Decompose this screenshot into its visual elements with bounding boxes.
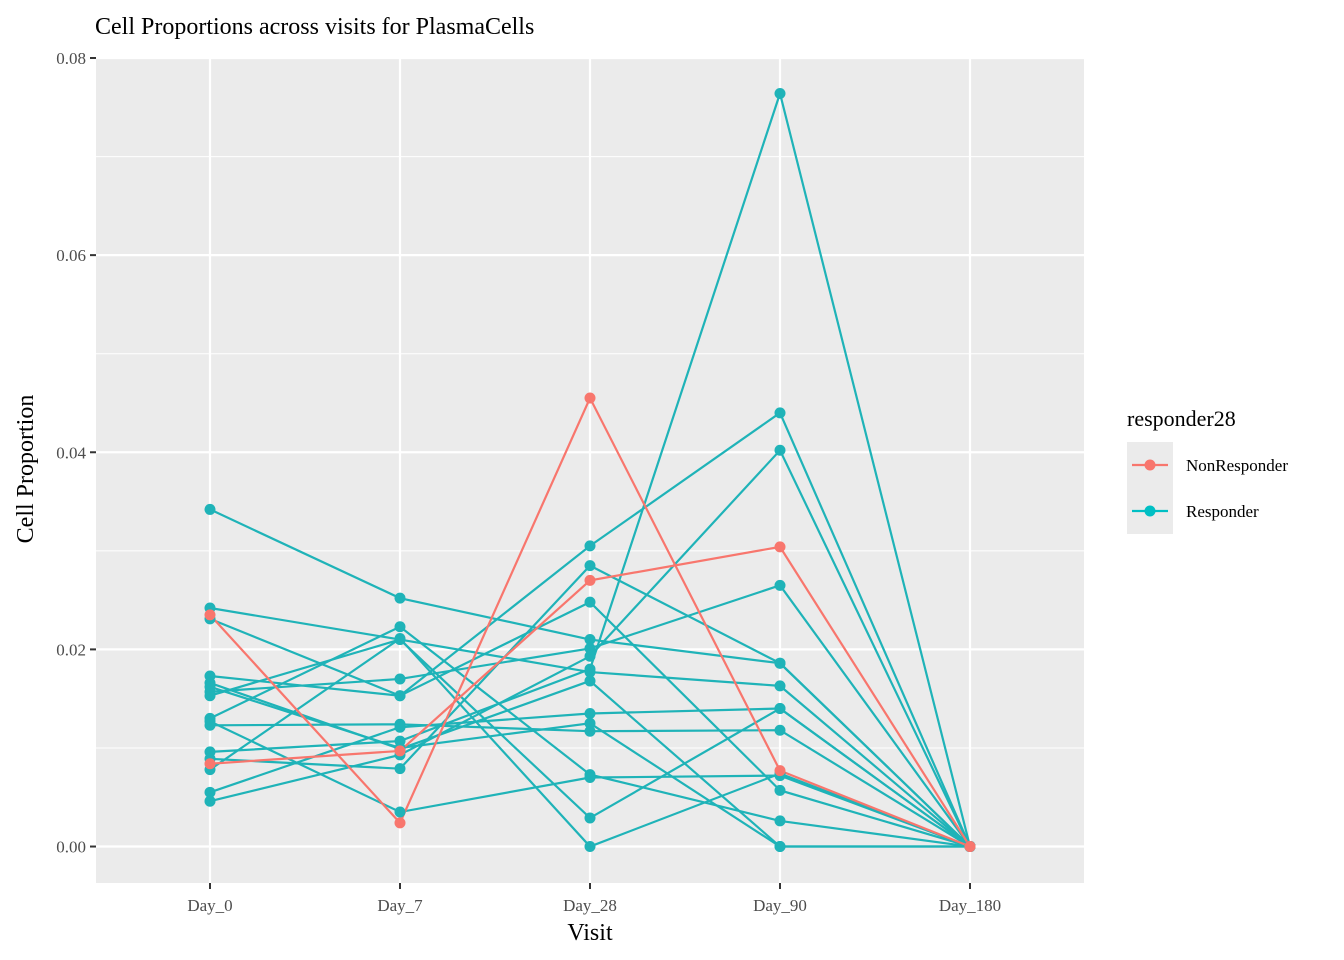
data-point [774, 541, 786, 553]
data-point [394, 673, 406, 685]
data-point [394, 633, 406, 645]
data-point [964, 841, 976, 853]
x-axis-title: Visit [567, 920, 613, 946]
y-axis-title: Cell Proportion [13, 395, 39, 544]
data-point [584, 560, 596, 572]
data-point [584, 812, 596, 824]
y-axis: 0.00 0.02 0.04 0.06 0.08 [56, 49, 96, 857]
data-point [774, 657, 786, 669]
data-point [774, 87, 786, 99]
data-point [584, 841, 596, 853]
data-point [204, 786, 216, 798]
data-point [394, 745, 406, 757]
data-point [394, 817, 406, 829]
legend-key-point [1144, 505, 1156, 517]
data-point [774, 841, 786, 853]
chart-title: Cell Proportions across visits for Plasm… [95, 14, 534, 40]
data-point [774, 815, 786, 827]
data-point [774, 703, 786, 715]
x-tick-label: Day_0 [187, 896, 232, 915]
y-tick-label: 0.00 [56, 838, 86, 857]
data-point [584, 574, 596, 586]
data-point [584, 772, 596, 784]
data-point [204, 715, 216, 727]
legend: responder28 NonResponder Responder [1127, 406, 1288, 534]
data-point [584, 392, 596, 404]
y-tick-label: 0.08 [56, 49, 86, 68]
data-point [774, 680, 786, 692]
data-point [774, 579, 786, 591]
data-point [394, 806, 406, 818]
legend-label: NonResponder [1186, 456, 1288, 475]
y-tick-label: 0.02 [56, 640, 86, 659]
data-point [584, 540, 596, 552]
legend-title: responder28 [1127, 406, 1236, 431]
data-point [204, 758, 216, 770]
data-point [204, 503, 216, 515]
data-point [204, 795, 216, 807]
y-tick-label: 0.06 [56, 246, 86, 265]
series-group [204, 87, 976, 853]
data-point [774, 784, 786, 796]
x-tick-label: Day_28 [563, 896, 617, 915]
data-point [774, 724, 786, 736]
y-tick-label: 0.04 [56, 443, 86, 462]
data-point [204, 609, 216, 621]
x-tick-label: Day_7 [377, 896, 423, 915]
data-point [584, 642, 596, 654]
data-point [394, 721, 406, 733]
x-tick-label: Day_180 [939, 896, 1001, 915]
data-point [584, 725, 596, 737]
legend-key-point [1144, 459, 1156, 471]
data-point [584, 663, 596, 675]
data-point [394, 763, 406, 775]
data-point [584, 650, 596, 662]
data-point [774, 407, 786, 419]
data-point [584, 596, 596, 608]
data-point [394, 592, 406, 604]
data-point [394, 690, 406, 702]
data-point [584, 717, 596, 729]
x-tick-label: Day_90 [753, 896, 807, 915]
legend-label: Responder [1186, 502, 1259, 521]
data-point [774, 765, 786, 777]
data-point [584, 707, 596, 719]
data-point [774, 444, 786, 456]
data-point [204, 690, 216, 702]
data-point [584, 634, 596, 646]
data-point [204, 681, 216, 693]
data-point [584, 675, 596, 687]
x-axis: Day_0 Day_7 Day_28 Day_90 Day_180 [187, 883, 1001, 915]
data-point [394, 621, 406, 633]
